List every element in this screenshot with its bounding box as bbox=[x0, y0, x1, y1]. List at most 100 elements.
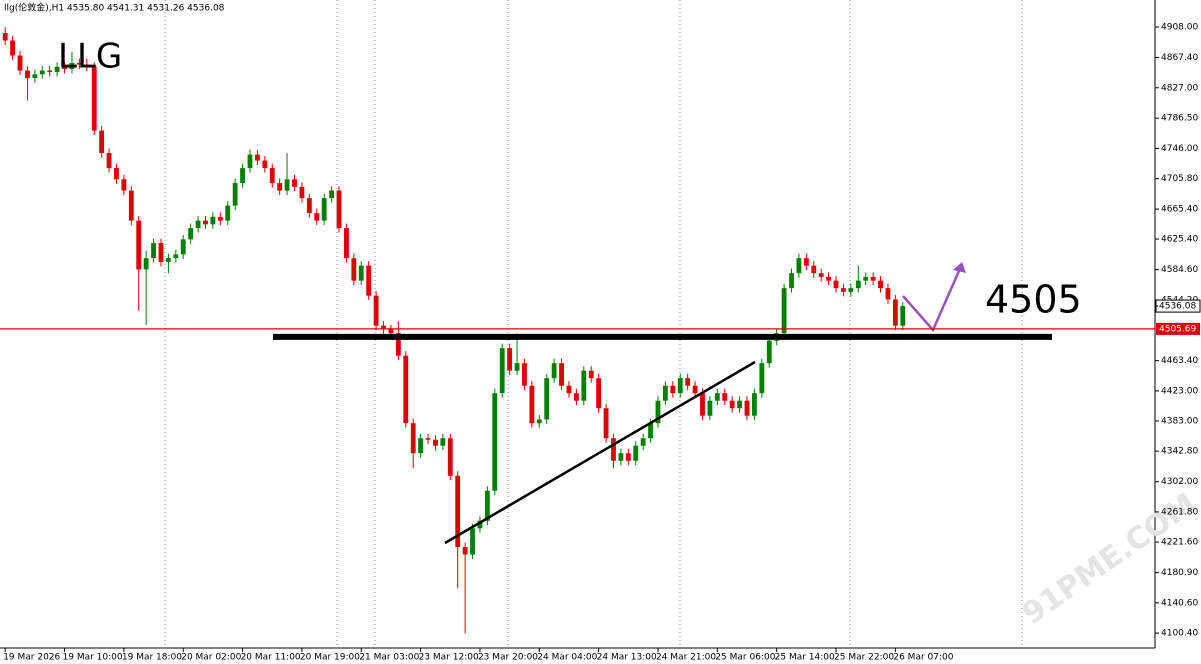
candle-body bbox=[358, 265, 364, 281]
candle-body bbox=[722, 393, 728, 401]
candle-body bbox=[455, 475, 461, 548]
candle-body bbox=[99, 130, 105, 154]
arrow-head bbox=[953, 262, 966, 273]
y-tick-label: 4463.40 bbox=[1161, 356, 1198, 366]
candle-body bbox=[826, 276, 832, 281]
candle-body bbox=[818, 273, 824, 277]
candle-body bbox=[62, 66, 67, 70]
trend-line bbox=[444, 360, 756, 545]
candle-body bbox=[143, 258, 149, 270]
candle-body bbox=[596, 378, 602, 409]
x-tick-label: 19 Mar 2026 bbox=[3, 653, 60, 663]
x-tick-label: 24 Mar 04:00 bbox=[537, 653, 597, 663]
y-tick-label: 4342.80 bbox=[1161, 447, 1198, 457]
candle-body bbox=[128, 190, 134, 221]
projection-arrow bbox=[902, 263, 964, 333]
candle-body bbox=[863, 276, 869, 281]
candle-body bbox=[581, 370, 587, 401]
candle-body bbox=[366, 265, 372, 296]
candle-body bbox=[625, 453, 631, 461]
x-tick-label: 23 Mar 20:00 bbox=[478, 653, 538, 663]
x-tick-label: 23 Mar 12:00 bbox=[419, 653, 479, 663]
candle-body bbox=[188, 228, 194, 240]
candle-body bbox=[551, 363, 557, 379]
candle-body bbox=[240, 168, 245, 184]
candle-body bbox=[433, 439, 438, 446]
candle-body bbox=[559, 363, 564, 386]
candle-body bbox=[744, 400, 750, 416]
candle-body bbox=[277, 183, 283, 191]
candle-body bbox=[47, 70, 53, 73]
candle-body bbox=[158, 243, 164, 262]
candle-body bbox=[32, 74, 38, 79]
candle-body bbox=[841, 288, 846, 292]
candle-body bbox=[203, 220, 208, 225]
candle-body bbox=[900, 306, 906, 326]
candle-body bbox=[707, 400, 713, 416]
chart-title: LLG bbox=[58, 37, 122, 77]
candle-body bbox=[536, 419, 542, 424]
candle-body bbox=[269, 168, 275, 184]
candle-body bbox=[344, 228, 349, 259]
candle-body bbox=[284, 179, 290, 191]
y-tick-label: 4584.60 bbox=[1161, 265, 1198, 275]
candle-body bbox=[766, 340, 772, 364]
x-tick-label: 26 Mar 07:00 bbox=[893, 653, 953, 663]
x-tick-label: 20 Mar 02:00 bbox=[181, 653, 241, 663]
candle-body bbox=[336, 190, 342, 229]
candle-body bbox=[425, 438, 431, 440]
candle-body bbox=[729, 400, 735, 409]
candle-body bbox=[522, 363, 527, 386]
candle-body bbox=[462, 547, 468, 555]
y-tick-label: 4827.00 bbox=[1161, 83, 1198, 93]
candle-body bbox=[848, 288, 854, 292]
candle-body bbox=[306, 198, 312, 214]
y-tick-label: 4383.00 bbox=[1161, 416, 1198, 426]
candle-body bbox=[373, 295, 379, 326]
candle-body bbox=[796, 258, 802, 274]
candle-body bbox=[692, 385, 698, 394]
candle-body bbox=[39, 70, 45, 75]
x-tick-label: 24 Mar 13:00 bbox=[597, 653, 657, 663]
candle-body bbox=[544, 378, 550, 420]
y-tick-label: 4786.50 bbox=[1161, 114, 1198, 124]
y-tick-label: 4625.40 bbox=[1161, 235, 1198, 245]
candle-body bbox=[225, 205, 231, 221]
candle-body bbox=[217, 216, 223, 221]
candle-body bbox=[759, 363, 765, 394]
x-tick-label: 21 Mar 03:00 bbox=[359, 653, 419, 663]
candle-body bbox=[781, 288, 787, 334]
candle-body bbox=[811, 265, 817, 274]
candle-body bbox=[262, 160, 268, 169]
candle-body bbox=[232, 183, 238, 206]
last-price-label: 4536.08 bbox=[1159, 302, 1196, 312]
y-tick-label: 4423.00 bbox=[1161, 386, 1198, 396]
candle-body bbox=[737, 400, 742, 409]
x-tick-label: 19 Mar 18:00 bbox=[122, 653, 182, 663]
candle-body bbox=[477, 520, 483, 529]
candle-body bbox=[440, 438, 446, 446]
candle-body bbox=[633, 445, 639, 461]
candle-body bbox=[573, 393, 579, 401]
y-tick-label: 4100.40 bbox=[1161, 629, 1198, 639]
candle-body bbox=[165, 258, 171, 262]
plot bbox=[2, 26, 906, 634]
x-tick-label: 20 Mar 11:00 bbox=[241, 653, 301, 663]
candle-body bbox=[395, 333, 401, 356]
candle-body bbox=[470, 528, 475, 555]
annotation: 4505 bbox=[985, 278, 1082, 322]
x-tick-label: 20 Mar 19:00 bbox=[300, 653, 360, 663]
candle-body bbox=[447, 438, 453, 476]
candle-body bbox=[566, 385, 572, 394]
y-tick-label: 4261.80 bbox=[1161, 507, 1198, 517]
candle-body bbox=[321, 198, 327, 221]
candle-body bbox=[84, 64, 90, 67]
candle-body bbox=[195, 220, 201, 229]
candle-body bbox=[833, 280, 839, 289]
header: llg(伦敦金),H1 4535.80 4541.31 4531.26 4536… bbox=[4, 2, 225, 14]
candle-body bbox=[685, 378, 691, 386]
candle-body bbox=[514, 363, 520, 371]
candle-body bbox=[254, 154, 260, 161]
